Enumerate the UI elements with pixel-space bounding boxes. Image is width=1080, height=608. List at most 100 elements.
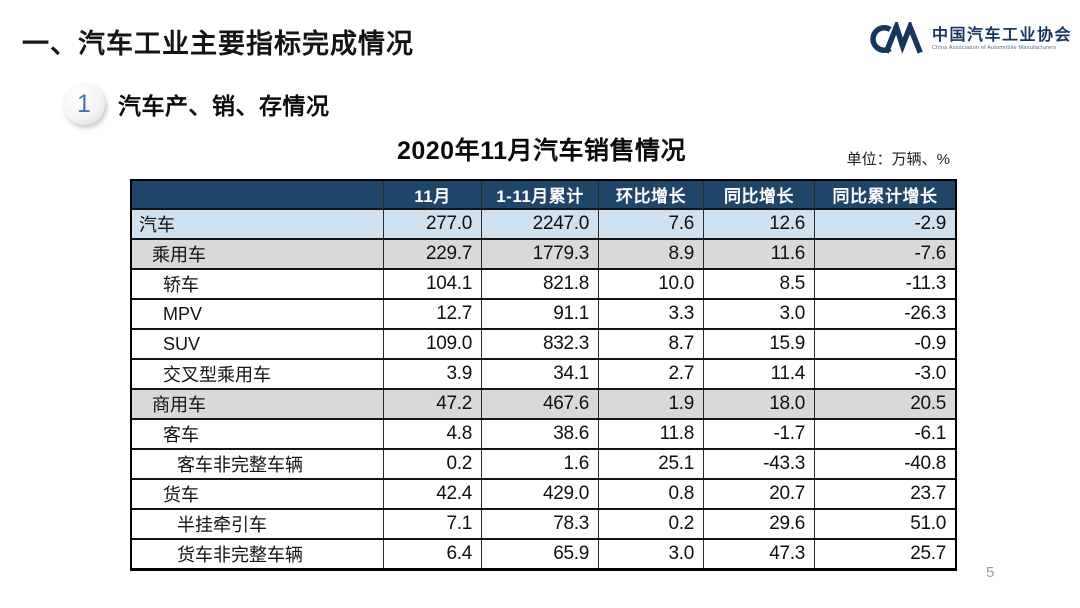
cell-mom: 8.9 xyxy=(599,240,704,268)
col-header-month: 11月 xyxy=(384,181,482,208)
table-row-truck: 货车 42.4 429.0 0.8 20.7 23.7 xyxy=(132,480,955,510)
cell-mom: 8.7 xyxy=(599,330,704,358)
cell-yoy-cum: -0.9 xyxy=(914,333,946,354)
cell-cumulative: 65.9 xyxy=(482,540,599,568)
cell-mom: 0.8 xyxy=(599,480,704,508)
cell-mom: 3.3 xyxy=(599,300,704,328)
table-row-bus-incomplete: 客车非完整车辆 0.2 1.6 25.1 -43.3 -40.8 xyxy=(132,450,955,480)
cell-yoy-cum: 51.0 xyxy=(910,513,946,534)
row-label: 轿车 xyxy=(132,270,384,298)
cell-mom: 7.6 xyxy=(599,210,704,238)
table-row-auto: 汽车 277.0 2247.0 7.6 12.6 -2.9 xyxy=(132,210,955,240)
cell-cumulative: 78.3 xyxy=(482,510,599,538)
cell-yoy-cum: -11.3 xyxy=(905,273,947,294)
cell-month: 7.1 xyxy=(384,510,482,538)
cell-yoy: -43.3 xyxy=(704,450,815,478)
cell-yoy: 3.0 xyxy=(704,300,815,328)
cell-month: 4.8 xyxy=(384,420,482,448)
cell-yoy: 47.3 xyxy=(704,540,815,568)
cell-cumulative: 91.1 xyxy=(482,300,599,328)
cell-month: 6.4 xyxy=(384,540,482,568)
col-header-category xyxy=(132,181,384,208)
cell-mom: 0.2 xyxy=(599,510,704,538)
cell-yoy: 11.6 xyxy=(704,240,815,268)
col-header-yoy-cum-growth: 同比累计增长 xyxy=(832,187,938,206)
col-header-cumulative: 1-11月累计 xyxy=(482,181,599,208)
cell-cumulative: 1779.3 xyxy=(482,240,599,268)
section-header: 1 汽车产、销、存情况 xyxy=(63,83,330,125)
sales-table: 11月 1-11月累计 环比增长 同比增长 同比累计增长 汽车 277.0 22… xyxy=(130,179,957,571)
cell-month: 104.1 xyxy=(384,270,482,298)
row-label: 客车 xyxy=(132,420,384,448)
cell-month: 0.2 xyxy=(384,450,482,478)
cell-cumulative: 38.6 xyxy=(482,420,599,448)
page-title: 一、汽车工业主要指标完成情况 xyxy=(22,29,414,59)
table-row-truck-incomplete: 货车非完整车辆 6.4 65.9 3.0 47.3 25.7 xyxy=(132,540,955,568)
cell-month: 47.2 xyxy=(384,390,482,418)
cell-yoy: 12.6 xyxy=(704,210,815,238)
cell-yoy: 29.6 xyxy=(704,510,815,538)
cell-yoy: 18.0 xyxy=(704,390,815,418)
table-row-crossover: 交叉型乘用车 3.9 34.1 2.7 11.4 -3.0 xyxy=(132,360,955,390)
cell-yoy-cum: -6.1 xyxy=(914,423,946,444)
row-label: 汽车 xyxy=(132,210,384,238)
row-label: 交叉型乘用车 xyxy=(132,360,384,388)
caam-logo-text: 中国汽车工业协会 China Association of Automobile… xyxy=(932,27,1072,52)
cell-month: 109.0 xyxy=(384,330,482,358)
row-label: 半挂牵引车 xyxy=(132,510,384,538)
cell-mom: 11.8 xyxy=(599,420,704,448)
cell-month: 12.7 xyxy=(384,300,482,328)
caam-monogram-icon xyxy=(870,22,923,54)
section-number-badge: 1 xyxy=(63,83,105,125)
cell-mom: 25.1 xyxy=(599,450,704,478)
cell-yoy-cum: -26.3 xyxy=(904,303,946,324)
caam-logo: 中国汽车工业协会 China Association of Automobile… xyxy=(865,22,1072,56)
cell-cumulative: 429.0 xyxy=(482,480,599,508)
cell-mom: 2.7 xyxy=(599,360,704,388)
section-title: 汽车产、销、存情况 xyxy=(118,93,330,119)
col-header-mom-growth: 环比增长 xyxy=(599,181,704,208)
page-number: 5 xyxy=(986,564,995,581)
table-title: 2020年11月汽车销售情况 xyxy=(396,137,687,165)
row-label: SUV xyxy=(132,330,384,358)
row-label: 货车 xyxy=(132,480,384,508)
table-row-bus: 客车 4.8 38.6 11.8 -1.7 -6.1 xyxy=(132,420,955,450)
cell-yoy: -1.7 xyxy=(704,420,815,448)
table-row-commercial: 商用车 47.2 467.6 1.9 18.0 20.5 xyxy=(132,390,955,420)
cell-month: 42.4 xyxy=(384,480,482,508)
row-label: 货车非完整车辆 xyxy=(132,540,384,568)
cell-mom: 10.0 xyxy=(599,270,704,298)
cell-cumulative: 467.6 xyxy=(482,390,599,418)
cell-yoy-cum: -2.9 xyxy=(914,213,946,234)
table-row-sedan: 轿车 104.1 821.8 10.0 8.5 -11.3 xyxy=(132,270,955,300)
logo-name-cn: 中国汽车工业协会 xyxy=(931,26,1072,44)
table-row-semi-trailer: 半挂牵引车 7.1 78.3 0.2 29.6 51.0 xyxy=(132,510,955,540)
table-header-row: 11月 1-11月累计 环比增长 同比增长 同比累计增长 xyxy=(132,181,955,210)
cell-yoy-cum: -3.0 xyxy=(914,363,946,384)
row-label: 乘用车 xyxy=(132,240,384,268)
table-row-mpv: MPV 12.7 91.1 3.3 3.0 -26.3 xyxy=(132,300,955,330)
cell-yoy-cum: -40.8 xyxy=(904,453,946,474)
cell-month: 277.0 xyxy=(384,210,482,238)
table-row-suv: SUV 109.0 832.3 8.7 15.9 -0.9 xyxy=(132,330,955,360)
cell-yoy-cum: 20.5 xyxy=(910,393,946,414)
cell-month: 3.9 xyxy=(384,360,482,388)
cell-cumulative: 821.8 xyxy=(482,270,599,298)
logo-name-en: China Association of Automobile Manufact… xyxy=(931,45,1057,52)
cell-cumulative: 2247.0 xyxy=(482,210,599,238)
cell-yoy: 8.5 xyxy=(704,270,815,298)
table-row-passenger: 乘用车 229.7 1779.3 8.9 11.6 -7.6 xyxy=(132,240,955,270)
cell-mom: 1.9 xyxy=(599,390,704,418)
cell-month: 229.7 xyxy=(384,240,482,268)
cell-yoy-cum: 25.7 xyxy=(910,543,946,564)
cell-cumulative: 832.3 xyxy=(482,330,599,358)
col-header-yoy-growth: 同比增长 xyxy=(704,181,815,208)
row-label: 客车非完整车辆 xyxy=(132,450,384,478)
cell-yoy-cum: 23.7 xyxy=(910,483,946,504)
row-label: 商用车 xyxy=(132,390,384,418)
cell-cumulative: 1.6 xyxy=(482,450,599,478)
cell-mom: 3.0 xyxy=(599,540,704,568)
cell-yoy: 11.4 xyxy=(704,360,815,388)
cell-yoy-cum: -7.6 xyxy=(914,243,946,264)
